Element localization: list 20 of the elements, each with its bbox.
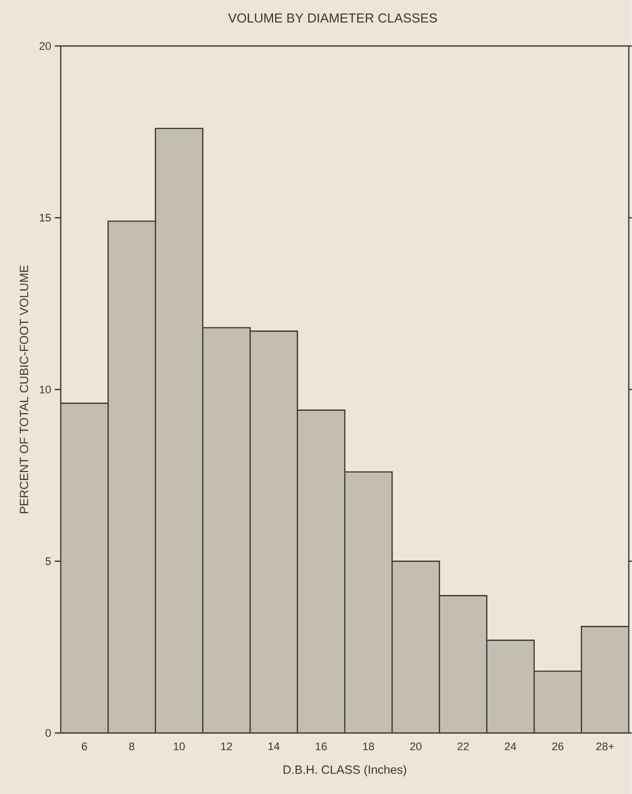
x-tick-label: 18 (363, 742, 374, 750)
x-tick-label: 14 (268, 742, 280, 750)
y-axis-title: PERCENT OF TOTAL CUBIC-FOOT VOLUME (20, 265, 28, 514)
y-tick-label: 10 (40, 386, 51, 394)
x-tick-label: 24 (505, 742, 516, 750)
x-tick-label: 26 (552, 742, 564, 750)
y-tick-label: 15 (40, 214, 51, 222)
x-tick-label: 6 (82, 742, 88, 750)
x-tick-label: 16 (316, 742, 327, 750)
x-tick-label: 8 (129, 742, 134, 750)
x-tick-label: 20 (410, 742, 422, 750)
x-tick-label: 28+ (596, 742, 614, 750)
x-tick-label: 12 (221, 742, 232, 750)
chart-title: VOLUME BY DIAMETER CLASSES (228, 13, 437, 23)
y-tick-label: 20 (40, 42, 51, 50)
x-tick-label: 22 (458, 742, 469, 750)
x-tick-label: 10 (174, 742, 185, 750)
y-tick-label: 5 (46, 557, 51, 566)
x-axis-title: D.B.H. CLASS (Inches) (284, 765, 406, 776)
y-tick-label: 0 (46, 729, 51, 737)
